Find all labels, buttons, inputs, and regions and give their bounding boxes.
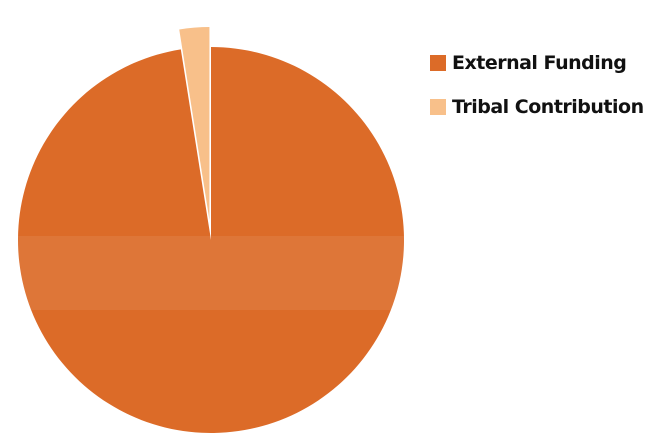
legend-swatch-external-funding xyxy=(430,55,446,71)
legend-item-external-funding: External Funding xyxy=(430,50,644,76)
pie-slice-external-funding xyxy=(17,47,404,434)
legend-swatch-tribal-contribution xyxy=(430,99,446,115)
legend-label-tribal-contribution: Tribal Contribution xyxy=(452,96,644,118)
legend-item-tribal-contribution: Tribal Contribution xyxy=(430,94,644,120)
pie-slice-tribal-contribution xyxy=(179,27,210,221)
legend-label-external-funding: External Funding xyxy=(452,52,627,74)
pie-slices xyxy=(17,27,404,434)
pie-highlight-band xyxy=(18,236,404,310)
legend: External Funding Tribal Contribution xyxy=(430,50,644,138)
